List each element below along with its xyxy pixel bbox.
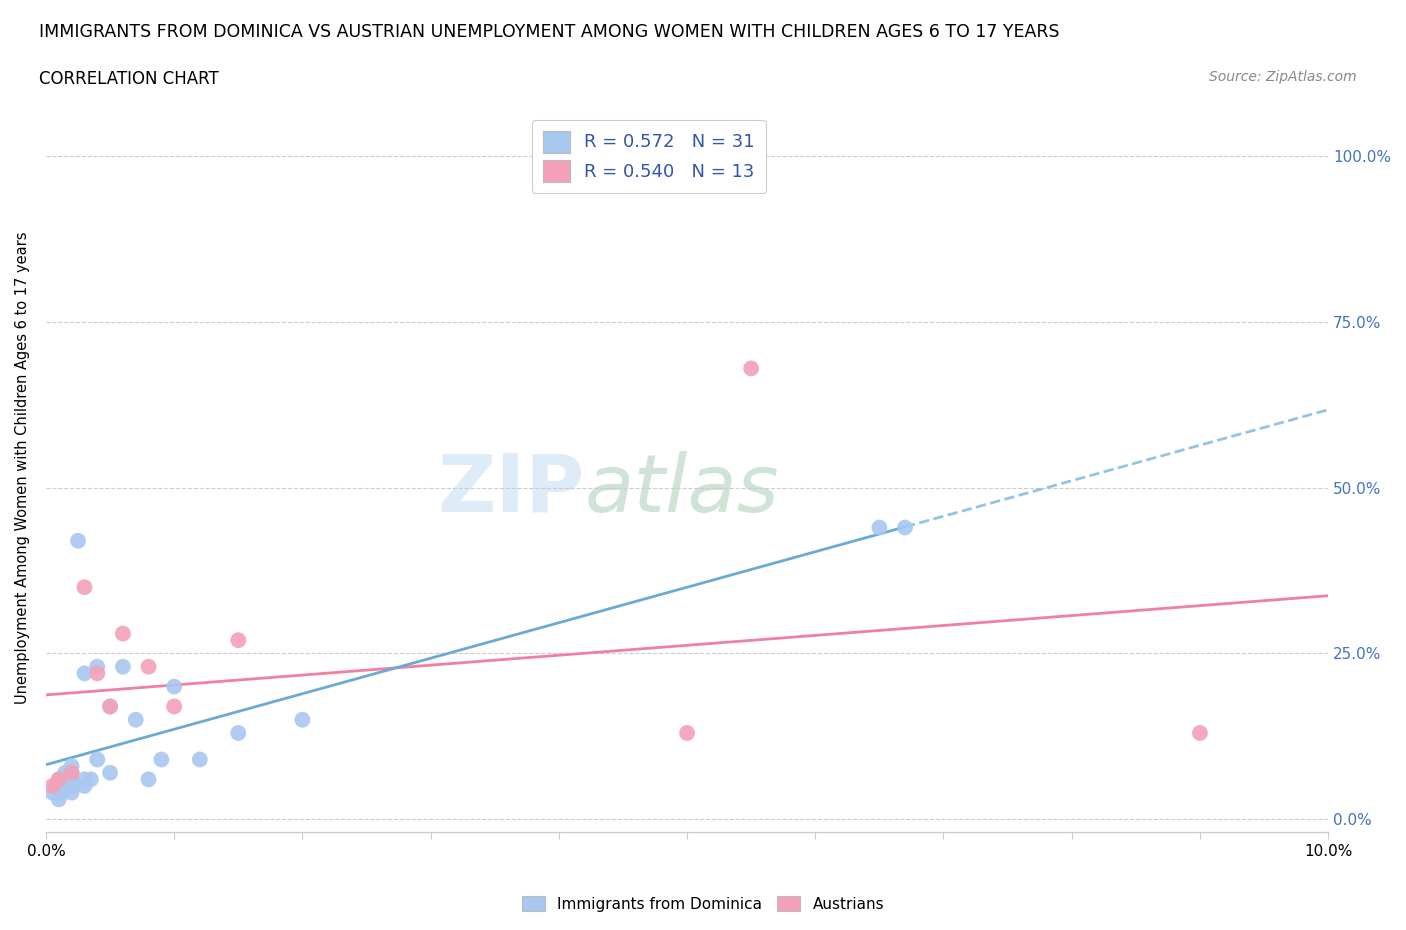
Legend: Immigrants from Dominica, Austrians: Immigrants from Dominica, Austrians [516, 889, 890, 918]
Point [868, 520, 890, 535]
Point [291, 712, 314, 727]
Point [98, 699, 121, 714]
Text: IMMIGRANTS FROM DOMINICA VS AUSTRIAN UNEMPLOYMENT AMONG WOMEN WITH CHILDREN AGES: IMMIGRANTS FROM DOMINICA VS AUSTRIAN UNE… [39, 23, 1060, 41]
Point [138, 772, 160, 787]
Point [86, 666, 108, 681]
Legend: R = 0.572   N = 31, R = 0.540   N = 13: R = 0.572 N = 31, R = 0.540 N = 13 [531, 120, 765, 193]
Point [111, 626, 134, 641]
Point [41, 778, 63, 793]
Point [60, 759, 83, 774]
Point [86, 659, 108, 674]
Point [60, 772, 83, 787]
Point [188, 752, 211, 767]
Point [48, 791, 70, 806]
Point [98, 699, 121, 714]
Point [894, 520, 917, 535]
Point [80, 772, 103, 787]
Point [98, 765, 121, 780]
Point [86, 752, 108, 767]
Point [676, 725, 699, 740]
Point [53, 778, 76, 793]
Point [1188, 725, 1211, 740]
Point [60, 765, 83, 780]
Point [73, 579, 96, 594]
Point [51, 785, 73, 800]
Point [73, 772, 96, 787]
Point [45, 778, 67, 793]
Point [125, 712, 148, 727]
Text: CORRELATION CHART: CORRELATION CHART [39, 70, 219, 87]
Point [66, 533, 89, 548]
Text: atlas: atlas [585, 451, 779, 529]
Point [73, 666, 96, 681]
Point [163, 699, 186, 714]
Point [226, 632, 249, 647]
Point [60, 785, 83, 800]
Point [111, 659, 134, 674]
Point [150, 752, 173, 767]
Point [48, 772, 70, 787]
Point [60, 765, 83, 780]
Point [740, 361, 762, 376]
Point [63, 778, 86, 793]
Point [41, 785, 63, 800]
Text: Source: ZipAtlas.com: Source: ZipAtlas.com [1209, 70, 1357, 84]
Text: ZIP: ZIP [437, 451, 585, 529]
Point [73, 778, 96, 793]
Point [226, 725, 249, 740]
Point [163, 679, 186, 694]
Point [53, 765, 76, 780]
Point [138, 659, 160, 674]
Y-axis label: Unemployment Among Women with Children Ages 6 to 17 years: Unemployment Among Women with Children A… [15, 232, 30, 704]
Point [48, 772, 70, 787]
